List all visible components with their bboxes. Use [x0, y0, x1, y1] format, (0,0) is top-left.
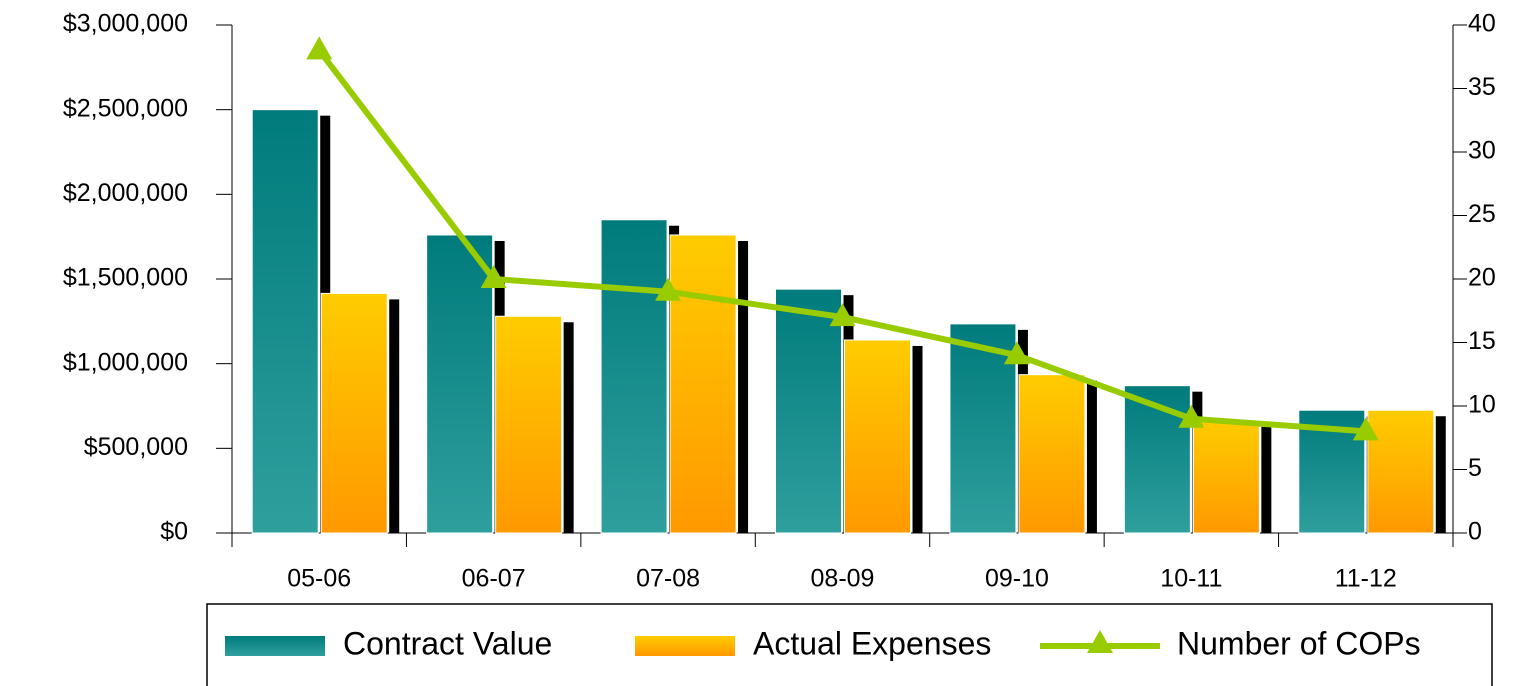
bar	[1192, 419, 1260, 534]
x-tick-label: 07-08	[636, 565, 700, 593]
legend-label: Contract Value	[343, 625, 552, 661]
y-tick-label: $1,500,000	[63, 264, 188, 292]
y-tick-label: $500,000	[84, 433, 188, 461]
y2-tick-label: 40	[1468, 10, 1496, 38]
y-tick-label: $2,000,000	[63, 179, 188, 207]
bar-shadow	[912, 345, 923, 533]
legend-label: Actual Expenses	[753, 625, 991, 661]
y-tick-label: $0	[160, 518, 188, 546]
bar	[426, 234, 494, 534]
legend-swatch	[225, 636, 325, 656]
line-marker	[1003, 341, 1030, 365]
line-marker	[1352, 417, 1379, 441]
bar	[1367, 409, 1435, 534]
line-marker	[829, 303, 856, 327]
legend-box	[206, 603, 1493, 686]
bar	[775, 288, 842, 534]
bar	[1018, 374, 1086, 534]
y-tick-label: $1,000,000	[63, 348, 188, 376]
line-marker	[655, 277, 682, 301]
legend-label: Number of COPs	[1177, 625, 1421, 661]
x-tick-label: 05-06	[287, 565, 351, 593]
legend-marker	[1087, 630, 1113, 653]
x-tick-label: 11-12	[1335, 565, 1397, 593]
bar	[1123, 385, 1191, 534]
bar	[251, 109, 319, 534]
line-marker	[480, 265, 507, 288]
y2-tick-label: 0	[1468, 518, 1482, 546]
bar	[600, 219, 668, 534]
legend-swatch	[635, 636, 735, 656]
y-tick-label: $3,000,000	[63, 10, 188, 38]
line-marker	[1178, 404, 1205, 428]
bar	[844, 339, 911, 534]
bar	[669, 234, 737, 534]
x-tick-label: 06-07	[462, 565, 526, 593]
bar-shadow	[738, 240, 749, 533]
bar	[320, 292, 388, 534]
line-marker	[306, 36, 333, 60]
bar-shadow	[1261, 426, 1272, 533]
y2-tick-label: 10	[1468, 391, 1496, 419]
bar-shadow	[1086, 380, 1097, 533]
y2-tick-label: 20	[1468, 264, 1496, 292]
x-tick-label: 08-09	[811, 565, 875, 593]
bar-shadow	[1435, 416, 1446, 533]
x-tick-label: 10-11	[1160, 565, 1222, 593]
x-tick-label: 09-10	[985, 565, 1049, 593]
bar	[949, 323, 1017, 534]
y-tick-label: $2,500,000	[63, 94, 188, 122]
y2-tick-label: 15	[1468, 327, 1496, 355]
bar	[495, 315, 563, 534]
bar-shadow	[563, 322, 574, 533]
y2-tick-label: 25	[1468, 200, 1496, 228]
y2-tick-label: 5	[1468, 454, 1482, 482]
y2-tick-label: 35	[1468, 73, 1496, 101]
bar-shadow	[389, 299, 400, 533]
y2-tick-label: 30	[1468, 137, 1496, 165]
